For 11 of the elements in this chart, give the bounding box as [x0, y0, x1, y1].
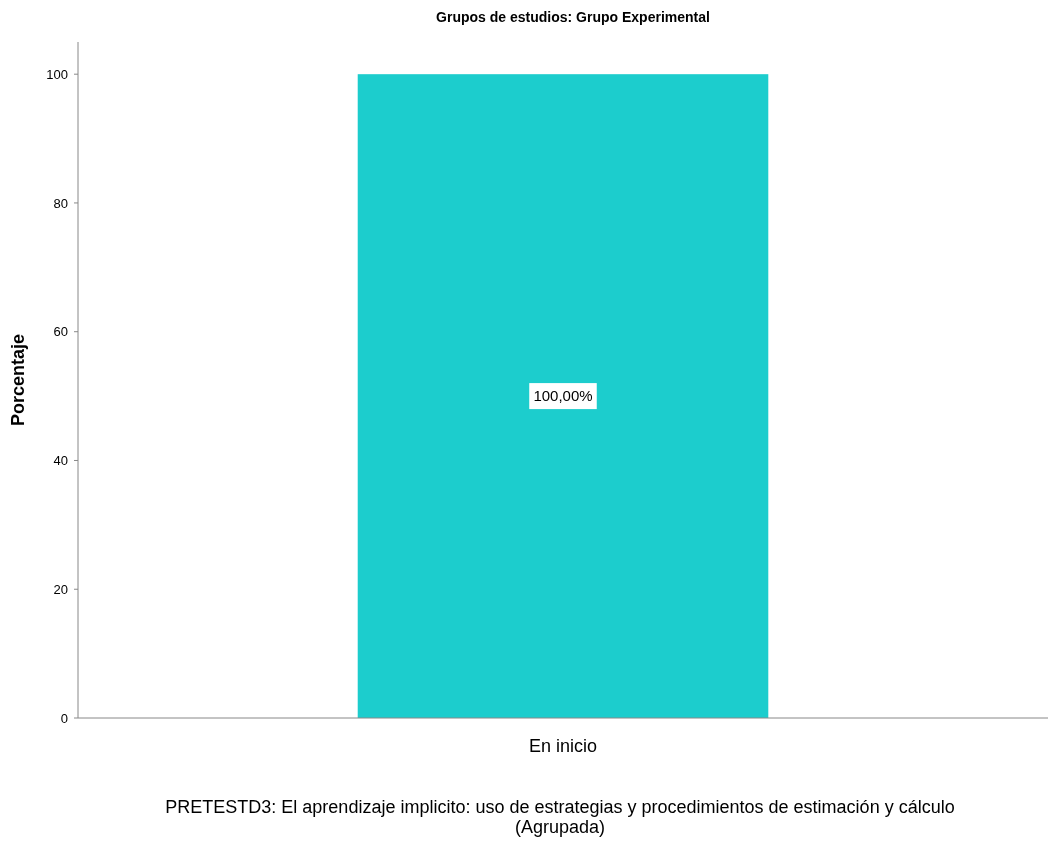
- y-tick-label: 100: [46, 66, 68, 82]
- y-axis-title: Porcentaje: [8, 333, 28, 427]
- chart-title: Grupos de estudios: Grupo Experimental: [436, 9, 710, 25]
- y-tick-label: 0: [60, 710, 68, 726]
- y-tick-label: 20: [53, 581, 68, 597]
- y-tick-label: 60: [53, 324, 68, 340]
- y-tick-label: 40: [53, 453, 68, 469]
- x-tick-label: En inicio: [528, 736, 598, 756]
- x-axis-title: PRETESTD3: El aprendizaje implicito: uso de estrategias y procedimientos de estimación y cálculo (Agrupada): [165, 797, 955, 837]
- data-label: 100,00%: [533, 387, 593, 405]
- y-tick-label: 80: [53, 195, 68, 211]
